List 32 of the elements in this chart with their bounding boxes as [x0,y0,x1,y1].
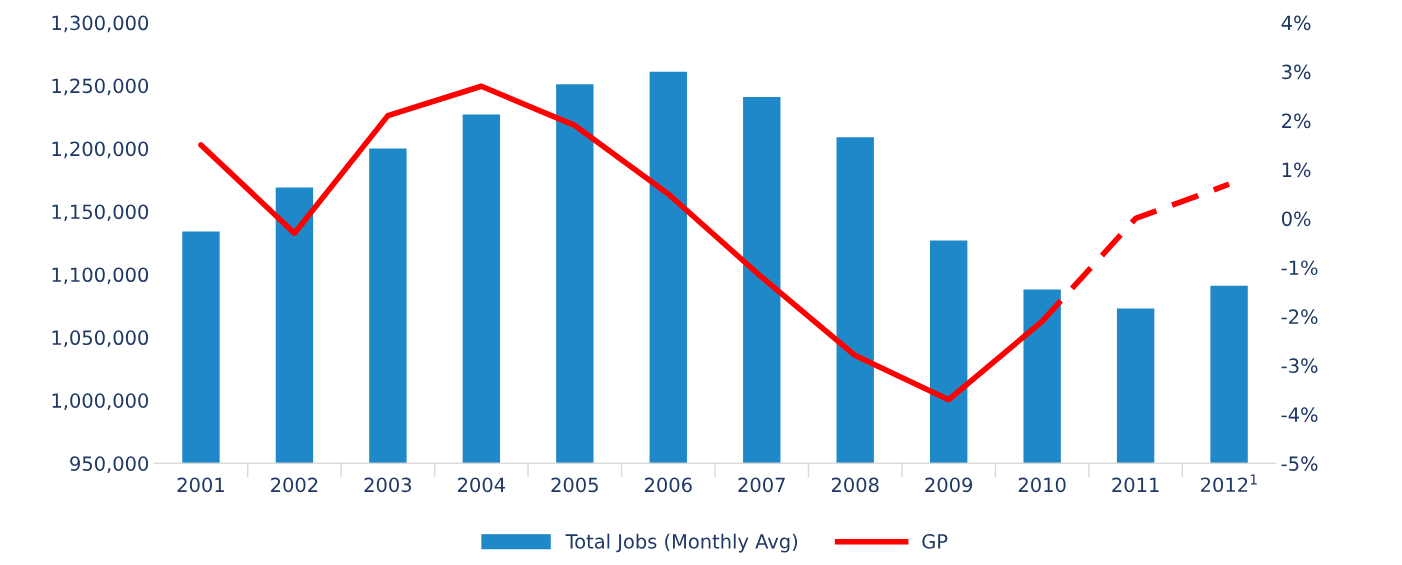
x-tick-label: 2009 [925,477,973,493]
y-tick-label: 1,250,000 [52,78,149,96]
x-tick-label: 2001 [177,477,224,493]
x-tick-label: 2012$^{1}$ [1201,474,1257,493]
x-tick-label: 2007 [738,477,785,493]
y2-tick-label: 0% [1281,211,1311,227]
y2-tick-label: 2% [1282,113,1311,129]
y-tick-label: 1,050,000 [52,330,149,348]
x-tick-label: 2008 [831,477,879,493]
y2-tick-label: 1% [1282,162,1311,178]
x-tick-label: 2002 [271,477,318,493]
y2-tick-label: -1% [1281,260,1318,276]
y-tick-label: 950,000 [70,456,149,473]
y-tick-label: 1,000,000 [52,393,149,410]
x-tick-label: 2004 [458,477,505,493]
y-tick-label: 1,150,000 [52,204,149,222]
y2-tick-label: -2% [1281,309,1318,325]
x-tick-label: 2006 [644,477,692,493]
x-tick-label: 2010 [1018,477,1066,493]
legend-label: GP [922,534,948,549]
y-tick-label: 1,100,000 [52,267,149,285]
y2-tick-label: -3% [1281,358,1318,374]
x-tick-label: 2003 [364,477,412,493]
y2-tick-label: -4% [1281,407,1318,422]
y2-tick-label: -5% [1281,456,1318,471]
x-tick-label: 2011 [1112,477,1159,493]
y-tick-label: 1,200,000 [52,141,149,159]
y-tick-label: 1,300,000 [52,15,149,33]
y2-tick-label: 4% [1281,15,1311,31]
y2-tick-label: 3% [1282,64,1311,80]
x-tick-label: 2005 [551,477,598,493]
legend-label: Total Jobs (Monthly Avg) [565,533,798,553]
